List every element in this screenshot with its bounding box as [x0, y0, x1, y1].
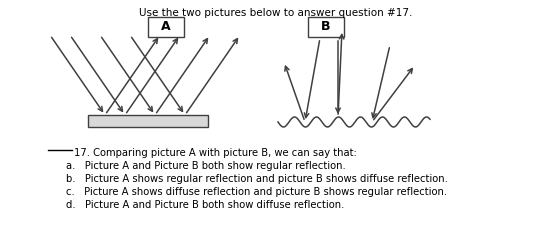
Text: 17. Comparing picture A with picture B, we can say that:: 17. Comparing picture A with picture B, … [74, 148, 357, 158]
Text: b.   Picture A shows regular reflection and picture B shows diffuse reflection.: b. Picture A shows regular reflection an… [66, 174, 448, 184]
Bar [148, 17, 184, 37]
Bar [308, 17, 344, 37]
Text: c.   Picture A shows diffuse reflection and picture B shows regular reflection.: c. Picture A shows diffuse reflection an… [66, 187, 447, 197]
Text: A: A [161, 20, 171, 33]
Text: a.   Picture A and Picture B both show regular reflection.: a. Picture A and Picture B both show reg… [66, 161, 346, 171]
Bar [88, 115, 208, 127]
Text: Use the two pictures below to answer question #17.: Use the two pictures below to answer que… [139, 8, 413, 18]
Text: d.   Picture A and Picture B both show diffuse reflection.: d. Picture A and Picture B both show dif… [66, 200, 344, 210]
Text: B: B [321, 20, 331, 33]
